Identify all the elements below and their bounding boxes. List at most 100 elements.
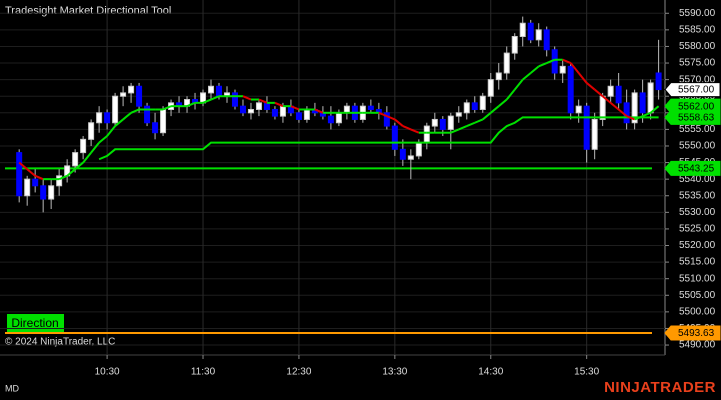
- ma-segment: [114, 118, 124, 127]
- candle-body: [447, 115, 454, 130]
- ma-segment: [642, 111, 651, 118]
- candle-body: [423, 125, 430, 144]
- candle-body: [463, 102, 470, 114]
- ma-segment: [562, 58, 572, 64]
- ma-segment: [569, 62, 580, 74]
- candle-body: [120, 92, 127, 97]
- ma-segment: [162, 105, 172, 111]
- ma-segment: [378, 111, 388, 118]
- x-tick-label: 10:30: [95, 367, 120, 378]
- ma-segment: [410, 128, 420, 134]
- candle-body: [128, 85, 135, 94]
- candle-body: [567, 65, 574, 114]
- ma-segment: [18, 161, 28, 170]
- candle-body: [479, 95, 486, 110]
- y-tick-label: 5515.00: [679, 257, 716, 268]
- ma-segment: [505, 88, 516, 101]
- candle-body: [24, 178, 31, 197]
- ma-segment: [522, 72, 532, 81]
- ma-segment: [122, 112, 132, 121]
- candle-body: [231, 92, 238, 107]
- price-flag-label: 5567.00: [678, 85, 715, 96]
- ma-segment: [26, 168, 36, 177]
- chart-title: Tradesight Market Directional Tool: [5, 5, 171, 17]
- copyright: © 2024 NinjaTrader, LLC: [5, 337, 115, 348]
- y-tick-label: 5525.00: [679, 224, 716, 235]
- candle-body: [255, 102, 262, 110]
- x-tick-label: 11:30: [191, 367, 216, 378]
- ma-segment: [458, 125, 468, 131]
- x-tick-label: 13:30: [382, 367, 407, 378]
- price-flag: [664, 325, 721, 341]
- candle-body: [535, 29, 542, 41]
- candle-body: [591, 118, 598, 150]
- y-tick-label: 5520.00: [679, 240, 716, 251]
- candle-body: [383, 112, 390, 127]
- ma-segment: [602, 95, 612, 104]
- candle-body: [327, 115, 334, 124]
- ma-segment: [594, 88, 604, 97]
- ma-segment: [66, 168, 76, 177]
- candle-body: [112, 95, 119, 124]
- ma-segment: [474, 118, 484, 124]
- candle-body: [615, 85, 622, 104]
- candle-body: [152, 122, 159, 134]
- candle-body: [335, 112, 342, 124]
- ma-segment: [74, 161, 84, 170]
- candle-body: [599, 95, 606, 120]
- candle-body: [367, 105, 374, 110]
- price-flag-label: 5562.00: [678, 101, 715, 112]
- candle-body: [391, 125, 398, 150]
- ma-segment: [618, 108, 628, 117]
- candle-body: [407, 155, 414, 160]
- candle-body: [455, 112, 462, 117]
- candle-body: [32, 178, 39, 187]
- ma-segment: [274, 101, 284, 108]
- brand-logo: NINJATRADER: [604, 379, 716, 396]
- y-tick-label: 5530.00: [679, 207, 716, 218]
- candle-body: [48, 185, 55, 200]
- candle-body: [239, 105, 246, 114]
- y-tick-label: 5510.00: [679, 273, 716, 284]
- ma-segment: [34, 174, 44, 181]
- ma-segment: [82, 151, 92, 164]
- footer-left: MD: [5, 383, 19, 393]
- candle-body: [439, 118, 446, 130]
- candle-body: [415, 142, 422, 157]
- ma-segment: [450, 128, 460, 134]
- ma-segment: [482, 112, 492, 121]
- y-tick-label: 5575.00: [679, 58, 716, 69]
- ma-segment: [610, 102, 620, 111]
- y-tick-label: 5490.00: [679, 340, 716, 351]
- ma-segment: [649, 105, 660, 114]
- y-tick-label: 5580.00: [679, 41, 716, 52]
- candle-body: [80, 138, 87, 154]
- candle-body: [495, 72, 502, 81]
- y-tick-label: 5540.00: [679, 174, 716, 185]
- ma-segment: [386, 115, 396, 121]
- ma-segment: [626, 115, 636, 121]
- ma-segment: [466, 121, 476, 127]
- ma-segment: [202, 98, 212, 104]
- y-tick-label: 5535.00: [679, 190, 716, 201]
- candle-body: [631, 92, 638, 124]
- ma-segment: [90, 142, 100, 154]
- candle-body: [487, 79, 494, 97]
- price-flag: [664, 160, 721, 176]
- candle-body: [431, 118, 438, 127]
- candle-body: [271, 108, 278, 117]
- ma-segment: [634, 115, 644, 121]
- candle-body: [56, 175, 63, 187]
- x-tick-label: 12:30: [286, 367, 311, 378]
- y-tick-label: 5555.00: [679, 124, 716, 135]
- ma-segment: [538, 62, 548, 68]
- candle-body: [511, 35, 518, 54]
- price-flag-label: 5493.63: [678, 328, 715, 339]
- candle-body: [639, 92, 646, 114]
- candle-body: [247, 108, 254, 114]
- ma-segment: [58, 174, 68, 181]
- candle-body: [527, 22, 534, 41]
- indicator-box: [7, 314, 64, 332]
- ma-segment: [210, 95, 220, 101]
- y-tick-label: 5550.00: [679, 141, 716, 152]
